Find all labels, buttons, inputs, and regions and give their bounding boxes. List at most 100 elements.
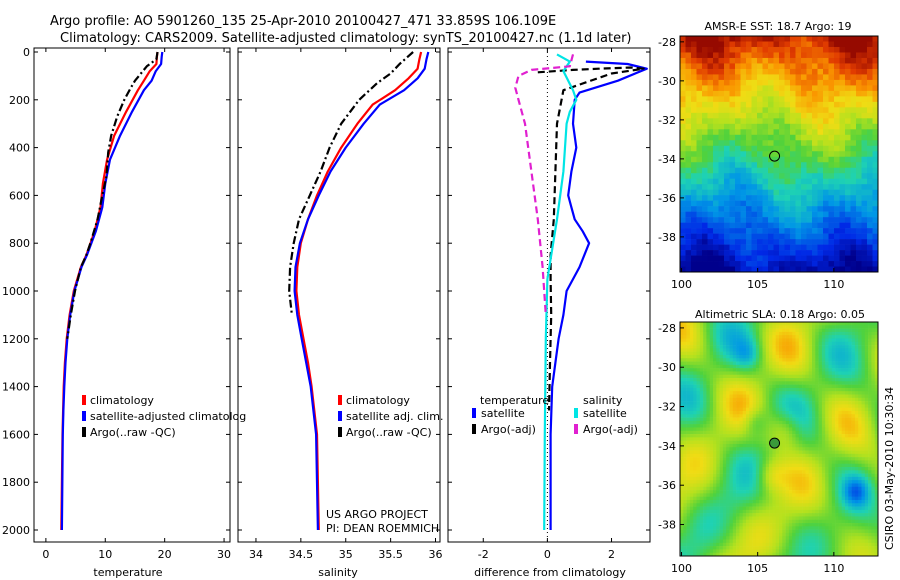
- heatmap-cell: [808, 443, 813, 448]
- heatmap-cell: [795, 368, 800, 372]
- heatmap-cell: [841, 401, 846, 405]
- heatmap-cell: [765, 450, 770, 455]
- heatmap-cell: [751, 173, 758, 179]
- heatmap-cell: [772, 404, 776, 408]
- heatmap-cell: [835, 483, 839, 488]
- heatmap-cell: [762, 200, 769, 207]
- heatmap-cell: [828, 427, 833, 432]
- heatmap-cell: [872, 107, 879, 114]
- heatmap-cell: [757, 85, 763, 92]
- heatmap-cell: [732, 397, 737, 402]
- y-tick-label: 1600: [2, 428, 30, 441]
- heatmap-cell: [769, 401, 773, 405]
- heatmap-cell: [755, 354, 760, 359]
- heatmap-cell: [850, 145, 857, 152]
- heatmap-cell: [806, 250, 813, 256]
- heatmap-cell: [722, 328, 727, 333]
- heatmap-cell: [861, 361, 866, 366]
- heatmap-cell: [838, 401, 842, 405]
- heatmap-cell: [851, 463, 856, 468]
- heatmap-cell: [732, 328, 737, 333]
- heatmap-cell: [772, 368, 776, 372]
- heatmap-cell: [762, 107, 769, 114]
- heatmap-cell: [740, 112, 747, 119]
- heatmap-cell: [861, 328, 866, 333]
- heatmap-cell: [759, 325, 763, 329]
- heatmap-cell: [752, 328, 757, 333]
- heatmap-cell: [746, 447, 750, 451]
- heatmap-cell: [851, 480, 856, 484]
- heatmap-cell: [795, 189, 802, 196]
- heatmap-cell: [868, 493, 872, 497]
- heatmap-cell: [746, 341, 750, 346]
- heatmap-cell: [841, 493, 846, 497]
- heatmap-cell: [722, 371, 727, 376]
- heatmap-cell: [806, 101, 813, 108]
- heatmap-cell: [696, 57, 703, 64]
- heatmap-cell: [742, 331, 747, 336]
- heatmap-cell: [795, 371, 800, 376]
- heatmap-cell: [864, 381, 869, 385]
- heatmap-cell: [818, 331, 823, 336]
- heatmap-cell: [707, 140, 714, 147]
- heatmap-cell: [686, 434, 691, 438]
- heatmap-cell: [835, 410, 839, 415]
- heatmap-cell: [726, 417, 730, 422]
- heatmap-cell: [821, 378, 826, 382]
- heatmap-cell: [854, 384, 859, 389]
- heatmap-cell: [749, 328, 753, 333]
- heatmap-cell: [808, 381, 813, 385]
- heatmap-cell: [802, 467, 806, 471]
- heatmap-cell: [795, 233, 802, 240]
- heatmap-cell: [762, 368, 767, 372]
- heatmap-cell: [874, 397, 879, 402]
- heatmap-cell: [749, 394, 753, 399]
- heatmap-cell: [713, 364, 717, 369]
- heatmap-cell: [742, 401, 747, 405]
- heatmap-cell: [839, 68, 846, 75]
- heatmap-cell: [740, 68, 747, 75]
- heatmap-cell: [874, 414, 879, 418]
- heatmap-cell: [858, 394, 862, 399]
- heatmap-cell: [683, 378, 687, 382]
- heatmap-cell: [825, 384, 829, 389]
- heatmap-cell: [707, 74, 714, 81]
- heatmap-cell: [739, 463, 743, 468]
- heatmap-cell: [802, 480, 806, 484]
- heatmap-cell: [680, 129, 686, 136]
- heatmap-cell: [788, 424, 793, 428]
- heatmap-cell: [689, 467, 694, 471]
- heatmap-cell: [732, 460, 737, 465]
- heatmap-cell: [772, 325, 776, 329]
- heatmap-cell: [817, 140, 824, 147]
- heatmap-cell: [765, 338, 770, 343]
- heatmap-cell: [790, 123, 796, 130]
- heatmap-cell: [834, 167, 840, 174]
- heatmap-cell: [835, 371, 839, 376]
- heatmap-cell: [806, 255, 813, 262]
- heatmap-cell: [751, 134, 758, 141]
- heatmap-cell: [821, 443, 826, 448]
- heatmap-cell: [872, 85, 879, 92]
- heatmap-cell: [703, 457, 707, 461]
- heatmap-cell: [839, 266, 846, 273]
- heatmap-cell: [713, 391, 717, 395]
- heatmap-cell: [736, 354, 740, 359]
- heatmap-cell: [851, 407, 856, 412]
- heatmap-cell: [702, 96, 708, 103]
- heatmap-cell: [699, 338, 704, 343]
- heatmap-cell: [716, 397, 720, 402]
- heatmap-cell: [801, 129, 807, 136]
- heatmap-cell: [792, 322, 796, 326]
- heatmap-cell: [839, 57, 846, 64]
- heatmap-cell: [729, 325, 734, 329]
- heatmap-cell: [769, 424, 773, 428]
- heatmap-cell: [858, 322, 862, 326]
- heatmap-cell: [718, 261, 725, 267]
- heatmap-cell: [699, 480, 704, 484]
- heatmap-cell: [713, 341, 717, 346]
- heatmap-cell: [872, 211, 879, 218]
- heatmap-cell: [691, 68, 697, 75]
- heatmap-cell: [856, 85, 862, 92]
- heatmap-cell: [726, 443, 730, 448]
